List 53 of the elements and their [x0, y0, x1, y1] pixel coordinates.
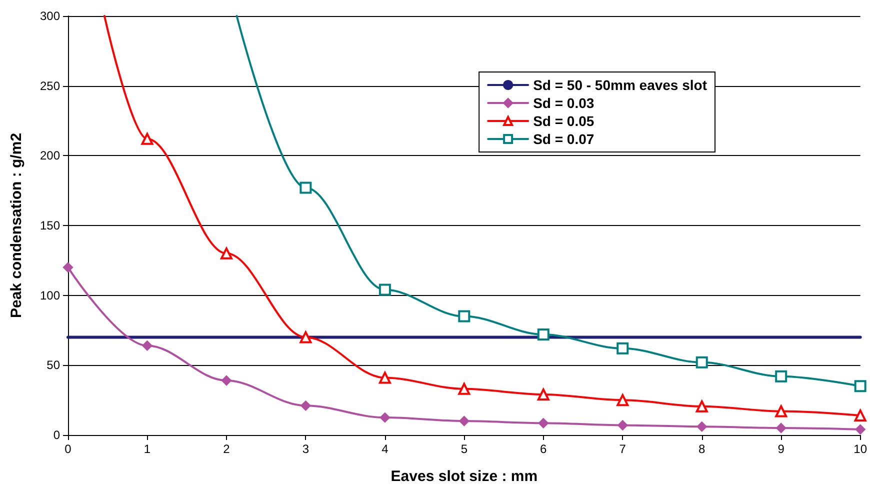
point [854, 380, 866, 392]
point [300, 182, 312, 194]
x-tick-label: 0 [64, 442, 72, 456]
point [220, 247, 232, 260]
point [537, 328, 550, 340]
x-tick-label: 9 [778, 442, 785, 456]
point [696, 422, 707, 432]
y-tick-label: 50 [46, 358, 60, 372]
point [221, 375, 232, 386]
y-tick-label: 100 [40, 288, 60, 302]
point [458, 310, 470, 322]
x-tick-label: 3 [302, 442, 310, 456]
point [696, 400, 708, 412]
point [537, 388, 550, 400]
point [775, 370, 788, 382]
point [300, 331, 312, 344]
legend-label: Sd = 0.03 [533, 95, 594, 111]
x-tick-label: 6 [540, 442, 548, 456]
point [458, 382, 470, 395]
point [378, 372, 391, 384]
y-axis-title: Peak condensation : g/m2 [8, 132, 25, 318]
y-tick-label: 0 [53, 428, 60, 442]
point [142, 340, 152, 351]
legend-label: Sd = 0.07 [533, 131, 594, 147]
point [776, 422, 786, 434]
x-tick-label: 1 [144, 442, 151, 456]
x-tick-label: 10 [854, 442, 868, 456]
point [616, 342, 629, 354]
y-tick-label: 200 [40, 148, 60, 163]
point [459, 416, 470, 426]
point [300, 400, 311, 411]
y-tick-label: 150 [40, 218, 60, 232]
legend-label: Sd = 0.05 [533, 113, 594, 129]
point [696, 356, 708, 368]
point [538, 418, 548, 428]
y-tick-label: 300 [40, 9, 60, 23]
x-tick-label: 2 [223, 442, 230, 456]
point [854, 409, 866, 422]
y-tick-label: 250 [40, 78, 60, 93]
point [616, 394, 629, 406]
point [380, 412, 390, 423]
legend-label: Sd = 50 - 50mm eaves slot [533, 77, 708, 93]
point [775, 405, 788, 418]
point [141, 132, 154, 145]
x-tick-label: 8 [698, 442, 706, 456]
point [378, 284, 391, 296]
point [618, 420, 628, 430]
x-axis-title: Eaves slot size : mm [390, 468, 538, 485]
x-tick-label: 5 [460, 442, 468, 456]
point [855, 424, 866, 435]
point [62, 262, 74, 272]
x-tick-label: 4 [382, 442, 389, 456]
x-tick-label: 7 [619, 442, 626, 456]
